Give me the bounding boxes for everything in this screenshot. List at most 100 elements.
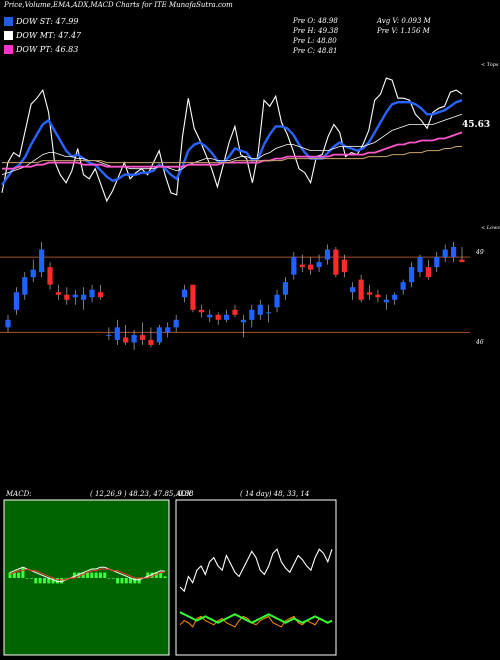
macd-histogram-bar	[51, 578, 55, 584]
candle-body	[316, 262, 322, 268]
candle-body	[375, 294, 381, 298]
candle-body	[207, 314, 213, 318]
candle-body	[333, 249, 339, 275]
candle-body	[249, 309, 255, 320]
ohlc-low: Pre L: 48.80	[293, 37, 337, 45]
legend-swatch-blue	[4, 17, 13, 26]
candle-body	[392, 294, 398, 300]
candle-level-low-label: 46	[476, 339, 484, 346]
candle-body	[148, 339, 154, 345]
candle-body	[341, 259, 347, 273]
main-chart-svg	[0, 77, 470, 350]
candle-body	[97, 292, 104, 298]
adx-title: ADX	[176, 490, 192, 498]
candle-body	[55, 292, 62, 295]
candle-body	[274, 294, 280, 308]
candle-body	[198, 309, 204, 313]
legend-dow-st: DOW ST: 47.99	[4, 17, 78, 26]
candle-body	[257, 304, 263, 315]
candle-body	[434, 257, 440, 268]
macd-histogram-bar	[116, 578, 120, 584]
macd-histogram-bar	[64, 578, 68, 579]
adx-panel-frame	[175, 499, 337, 656]
macd-histogram-bar	[77, 572, 81, 578]
macd-histogram-bar	[146, 572, 150, 578]
adx-line-2	[179, 611, 333, 624]
macd-histogram-bar	[86, 572, 89, 578]
candle-body	[215, 314, 221, 320]
candle-body	[106, 334, 112, 336]
candle-body	[366, 292, 373, 295]
legend-dow-mt: DOW MT: 47.47	[4, 31, 81, 40]
macd-line-1	[9, 568, 166, 581]
candle-body	[123, 337, 129, 343]
candle-body	[173, 319, 179, 328]
macd-histogram-bar	[98, 572, 102, 578]
candle-body	[139, 334, 146, 340]
ema-line-1	[1, 99, 463, 186]
adx-line-0	[179, 548, 333, 593]
macd-histogram-bar	[38, 578, 42, 584]
macd-histogram-bar	[124, 578, 128, 584]
macd-histogram-bar	[34, 578, 38, 584]
prev-volume: Pre V: 1.156 M	[377, 27, 430, 35]
candle-body	[114, 327, 120, 340]
macd-histogram-bar	[60, 578, 64, 584]
legend-label-dow-st: DOW ST: 47.99	[16, 17, 79, 26]
ohlc-open: Pre O: 48.98	[293, 17, 338, 25]
candle-body	[190, 284, 196, 310]
macd-histogram-bar	[163, 576, 167, 578]
candle-body	[5, 319, 11, 328]
candle-body	[299, 264, 305, 268]
candle-body	[181, 289, 188, 298]
candle-body	[450, 247, 457, 258]
macd-histogram-bar	[42, 578, 46, 584]
ema-corner-label: < Tops	[481, 62, 499, 68]
macd-histogram-bar	[103, 572, 107, 578]
legend-label-dow-mt: DOW MT: 47.47	[16, 31, 82, 40]
macd-histogram-bar	[120, 578, 124, 584]
candle-body	[89, 289, 95, 298]
candle-body	[131, 334, 137, 343]
candle-body	[417, 257, 423, 273]
candle-corner-label: < Lows	[481, 225, 500, 231]
candle-body	[459, 259, 465, 263]
macd-histogram-bar	[21, 567, 25, 578]
candle-body	[30, 269, 36, 278]
legend-dow-pt: DOW PT: 46.83	[4, 45, 78, 54]
macd-histogram-bar	[129, 578, 133, 584]
macd-histogram-bar	[111, 578, 115, 579]
candle-body	[81, 294, 87, 300]
macd-histogram-bar	[30, 578, 34, 579]
macd-histogram-bar	[94, 572, 98, 578]
ema-last-value-label: 45.63	[462, 120, 491, 130]
macd-histogram-bar	[133, 578, 137, 584]
candle-body	[383, 299, 389, 303]
macd-line-0	[9, 566, 166, 583]
ema-line-4	[2, 146, 462, 164]
candle-level-high-label: 49	[476, 249, 484, 256]
candle-body	[223, 314, 230, 320]
macd-histogram-bar	[81, 572, 85, 578]
candle-body	[22, 277, 28, 295]
candle-body	[156, 327, 162, 343]
candle-body	[408, 267, 415, 283]
macd-histogram-bar	[150, 572, 154, 578]
candle-body	[425, 267, 431, 278]
candle-body	[400, 282, 406, 290]
ema-line-2	[1, 113, 463, 176]
macd-params: ( 12,26,9 ) 48.23, 47.85, 0.38	[90, 490, 194, 498]
macd-histogram-bar	[47, 578, 51, 584]
macd-histogram-bar	[73, 572, 77, 578]
ema-line-3	[2, 131, 463, 170]
candle-body	[64, 294, 70, 300]
macd-histogram-bar	[17, 572, 21, 578]
ohlc-close: Pre C: 48.81	[293, 47, 338, 55]
macd-histogram-bar	[8, 572, 12, 578]
legend-swatch-white	[4, 31, 13, 40]
avg-volume: Avg V: 0.093 M	[377, 17, 431, 25]
legend-label-dow-pt: DOW PT: 46.83	[16, 45, 79, 54]
ema-line-0	[1, 77, 463, 203]
candle-body	[266, 312, 272, 314]
